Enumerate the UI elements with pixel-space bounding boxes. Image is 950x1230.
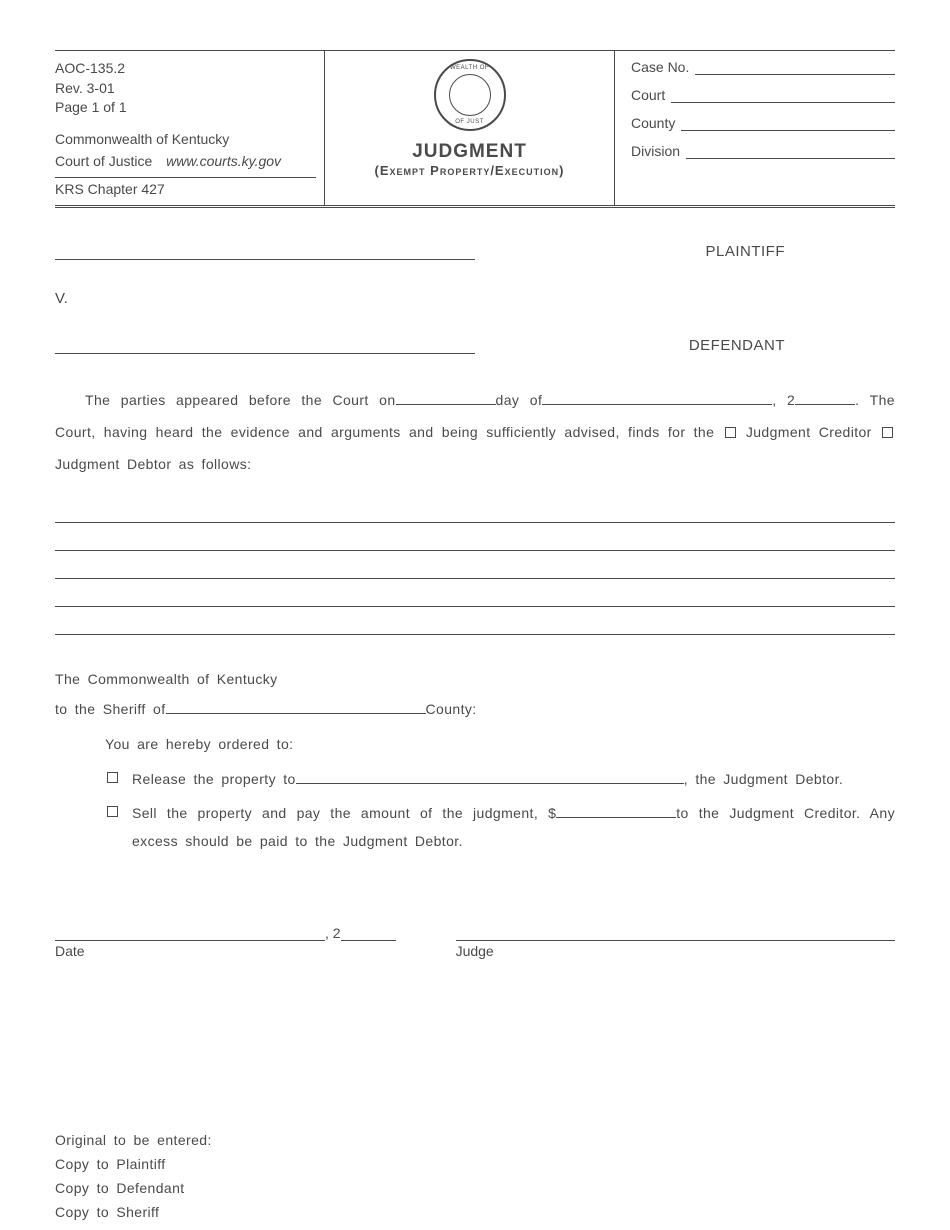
blank-release-to[interactable] [296,770,684,784]
header-center: WEALTH OF OF JUST JUDGMENT (Exempt Prope… [325,51,615,205]
form-title: JUDGMENT [325,141,614,163]
findings-lines [55,495,895,635]
county-field[interactable]: County [631,115,895,131]
division-field[interactable]: Division [631,143,895,159]
findings-line[interactable] [55,607,895,635]
footer-l2: Copy to Plaintiff [55,1153,895,1177]
county-label: County [631,115,675,131]
footer-l3: Copy to Defendant [55,1177,895,1201]
checkbox-release[interactable] [107,772,118,783]
checkbox-sell[interactable] [107,806,118,817]
commonwealth-line: The Commonwealth of Kentucky [55,665,895,694]
blank-month[interactable] [542,391,772,405]
body-p1a: The parties appeared before the Court on [85,392,396,408]
opt2-a: Sell the property and pay the amount of … [132,805,556,821]
checkbox-debtor[interactable] [882,427,893,438]
statute: KRS Chapter 427 [55,177,316,197]
date-label: Date [55,943,396,959]
option-release: Release the property to , the Judgment De… [105,765,895,793]
defendant-input[interactable] [55,338,475,354]
form-revision: Rev. 3-01 [55,79,324,99]
division-label: Division [631,143,680,159]
defendant-row: DEFENDANT [55,337,895,354]
blank-amount[interactable] [556,804,676,818]
body-p2b: Judgment Creditor [738,424,880,440]
form-header: AOC-135.2 Rev. 3-01 Page 1 of 1 Commonwe… [55,50,895,208]
court-name: Court of Justice [55,153,152,169]
form-subtitle: (Exempt Property/Execution) [325,163,614,178]
court-field[interactable]: Court [631,87,895,103]
findings-line[interactable] [55,523,895,551]
form-page: Page 1 of 1 [55,98,324,118]
court-label: Court [631,87,665,103]
blank-date[interactable] [55,927,325,941]
body-p1c: , 2 [772,392,795,408]
versus: V. [55,290,895,307]
sig-prefix: , 2 [325,925,341,941]
footer-l4: Copy to Sheriff [55,1201,895,1225]
sheriff-line: to the Sheriff of County: [55,695,895,724]
blank-year[interactable] [795,391,855,405]
checkbox-creditor[interactable] [725,427,736,438]
judge-block: Judge [456,925,895,959]
court-url: www.courts.ky.gov [166,153,281,169]
body-p2c: Judgment Debtor as follows: [55,456,251,472]
footer-l1: Original to be entered: [55,1129,895,1153]
header-right: Case No. Court County Division [615,51,895,205]
parties-section: PLAINTIFF V. DEFENDANT [55,243,895,354]
signature-row: , 2 Date Judge [55,925,895,959]
header-left: AOC-135.2 Rev. 3-01 Page 1 of 1 Commonwe… [55,51,325,205]
findings-line[interactable] [55,551,895,579]
sheriff-a: to the Sheriff of [55,701,166,717]
judge-label: Judge [456,943,895,959]
case-no-field[interactable]: Case No. [631,59,895,75]
findings-line[interactable] [55,495,895,523]
blank-sheriff-county[interactable] [166,700,426,714]
state-seal-icon: WEALTH OF OF JUST [434,59,506,131]
opt1-a: Release the property to [132,771,296,787]
judge-sig-line[interactable] [456,925,895,941]
opt1-b: , the Judgment Debtor. [684,771,843,787]
defendant-label: DEFENDANT [689,337,785,354]
blank-date-year[interactable] [341,927,396,941]
body-paragraph: The parties appeared before the Court on… [55,384,895,481]
distribution-footer: Original to be entered: Copy to Plaintif… [55,1129,895,1224]
plaintiff-input[interactable] [55,244,475,260]
findings-line[interactable] [55,579,895,607]
case-no-label: Case No. [631,59,689,75]
plaintiff-row: PLAINTIFF [55,243,895,260]
court-name-row: Court of Justice www.courts.ky.gov [55,150,324,172]
form-id: AOC-135.2 [55,59,324,79]
date-block: , 2 Date [55,925,396,959]
ordered-to: You are hereby ordered to: [105,730,895,759]
option-sell: Sell the property and pay the amount of … [105,799,895,855]
plaintiff-label: PLAINTIFF [705,243,785,260]
blank-day-ordinal[interactable] [396,391,496,405]
body-p1b: day of [496,392,543,408]
state-name: Commonwealth of Kentucky [55,128,324,150]
body-p1d: . [855,392,859,408]
sheriff-b: County: [426,701,477,717]
sheriff-order-section: The Commonwealth of Kentucky to the Sher… [55,665,895,855]
